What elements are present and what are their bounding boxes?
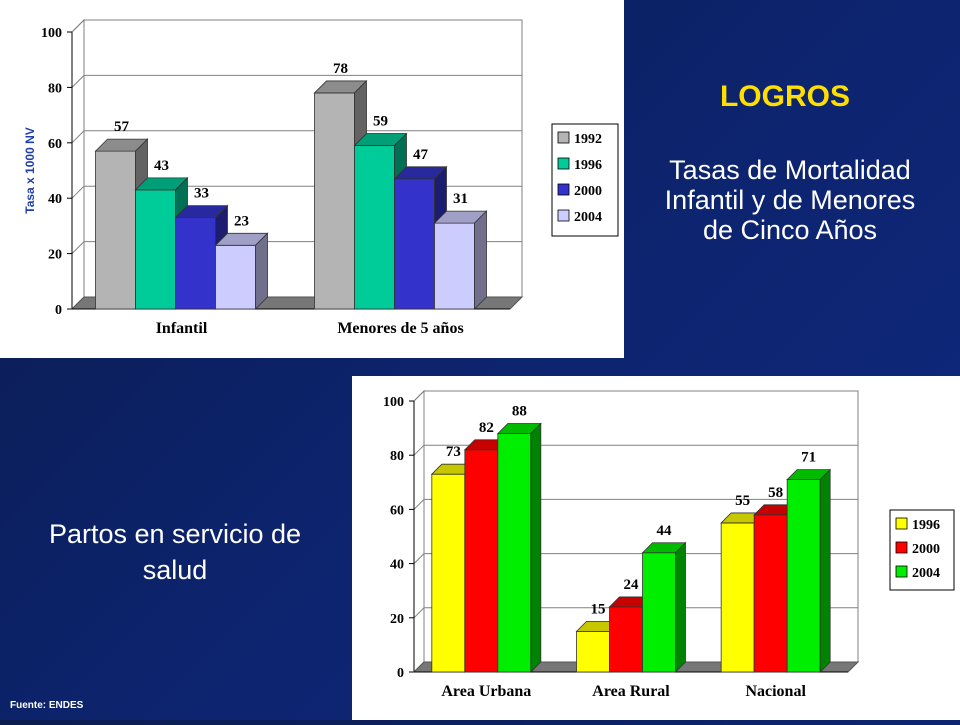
legend-label: 2004 xyxy=(574,210,602,225)
bar-2004-1 xyxy=(434,222,475,310)
y-tick-label: 40 xyxy=(48,192,62,207)
bar-2000-0 xyxy=(464,449,499,673)
source-note: Fuente: ENDES xyxy=(10,700,84,711)
legend-swatch xyxy=(895,541,908,554)
bar-2004-0 xyxy=(497,433,532,673)
y-tick-label: 80 xyxy=(48,81,62,96)
plot-side-wall xyxy=(413,389,425,674)
y-tick-label: 20 xyxy=(48,248,62,263)
mortality-chart-panel: 0 20 40 60 80 100 57 43 33 23 Infantil 78 59 47 31 Meno… xyxy=(0,0,624,358)
gridline xyxy=(413,390,858,402)
legend-label: 2004 xyxy=(912,566,940,581)
y-tick-label: 100 xyxy=(41,26,62,41)
legend-label: 2000 xyxy=(574,184,602,199)
data-label: 88 xyxy=(512,404,527,420)
x-tick-label: Area Rural xyxy=(592,683,670,700)
bar-2000-0 xyxy=(175,217,216,310)
y-tick-label: 60 xyxy=(48,137,62,152)
data-label: 43 xyxy=(154,158,169,174)
data-label: 44 xyxy=(657,523,673,539)
legend-swatch xyxy=(557,209,570,222)
slide-heading: LOGROS xyxy=(719,80,850,113)
bar-1996-0 xyxy=(135,189,176,310)
data-label: 82 xyxy=(479,420,494,436)
data-label: 73 xyxy=(446,444,461,460)
bar-1996-2 xyxy=(720,522,755,673)
y-tick-label: 100 xyxy=(383,395,404,410)
y-tick-label: 0 xyxy=(55,303,62,318)
plot-side-wall xyxy=(71,18,85,311)
gridline xyxy=(71,74,522,88)
data-label: 23 xyxy=(234,213,249,229)
bar-side xyxy=(255,232,268,310)
bar-2000-1 xyxy=(609,606,643,673)
data-label: 31 xyxy=(453,191,468,207)
bar-1992-1 xyxy=(314,92,355,310)
bar-1992-0 xyxy=(95,150,136,310)
y-axis-label: Tasa x 1000 NV xyxy=(23,127,37,214)
bar-1996-1 xyxy=(576,630,610,673)
gridline xyxy=(413,444,858,456)
x-tick-label: Infantil xyxy=(156,320,208,337)
data-label: 24 xyxy=(624,577,640,593)
data-label: 57 xyxy=(114,119,130,135)
legend-swatch xyxy=(557,183,570,196)
x-tick-label: Area Urbana xyxy=(441,683,531,700)
y-tick-label: 0 xyxy=(397,666,404,681)
gridline xyxy=(71,130,522,144)
bar-2004-2 xyxy=(786,479,821,673)
births-title: Partos en servicio de salud xyxy=(48,519,302,585)
gridline xyxy=(413,607,858,619)
legend-swatch xyxy=(557,157,570,170)
bar-side xyxy=(675,541,686,673)
legend-label: 2000 xyxy=(912,542,940,557)
y-tick-label: 40 xyxy=(390,558,404,573)
bar-1996-1 xyxy=(354,145,395,310)
bar-2004-1 xyxy=(642,552,676,673)
legend-label: 1992 xyxy=(574,132,602,147)
data-label: 15 xyxy=(591,601,606,617)
y-tick-label: 20 xyxy=(390,612,404,627)
slide-subtitle: Tasas de Mortalidad Infantil y de Menore… xyxy=(664,155,916,245)
legend-swatch xyxy=(895,517,908,530)
gridline xyxy=(413,498,858,510)
legend-swatch xyxy=(895,565,908,578)
bar-side xyxy=(819,468,831,673)
mortality-chart: 0 20 40 60 80 100 57 43 33 23 Infantil 78 59 47 31 Meno… xyxy=(23,18,619,337)
births-chart-panel: 0 20 40 60 80 100 73 82 88 Area Urbana 15 24 44 Area … xyxy=(352,376,960,720)
data-label: 59 xyxy=(373,114,388,130)
y-tick-label: 60 xyxy=(390,503,404,518)
data-label: 55 xyxy=(735,493,750,509)
gridline xyxy=(71,19,522,33)
births-chart: 0 20 40 60 80 100 73 82 88 Area Urbana 15 24 44 Area … xyxy=(383,389,955,700)
bar-2004-0 xyxy=(215,244,256,310)
legend-swatch xyxy=(557,131,570,144)
x-tick-label: Menores de 5 años xyxy=(337,320,463,337)
bar-side xyxy=(474,210,487,310)
bar-1996-0 xyxy=(431,473,466,673)
bar-2000-2 xyxy=(753,514,788,673)
data-label: 33 xyxy=(194,186,209,202)
data-label: 71 xyxy=(801,450,816,466)
data-label: 58 xyxy=(768,485,783,501)
data-label: 78 xyxy=(333,61,348,77)
bar-2000-1 xyxy=(394,178,435,310)
gridline xyxy=(413,553,858,564)
bar-side xyxy=(530,422,542,673)
y-tick-label: 80 xyxy=(390,449,404,464)
x-tick-label: Nacional xyxy=(745,683,806,700)
legend-label: 1996 xyxy=(912,518,940,533)
legend-label: 1996 xyxy=(574,158,602,173)
data-label: 47 xyxy=(413,147,429,163)
